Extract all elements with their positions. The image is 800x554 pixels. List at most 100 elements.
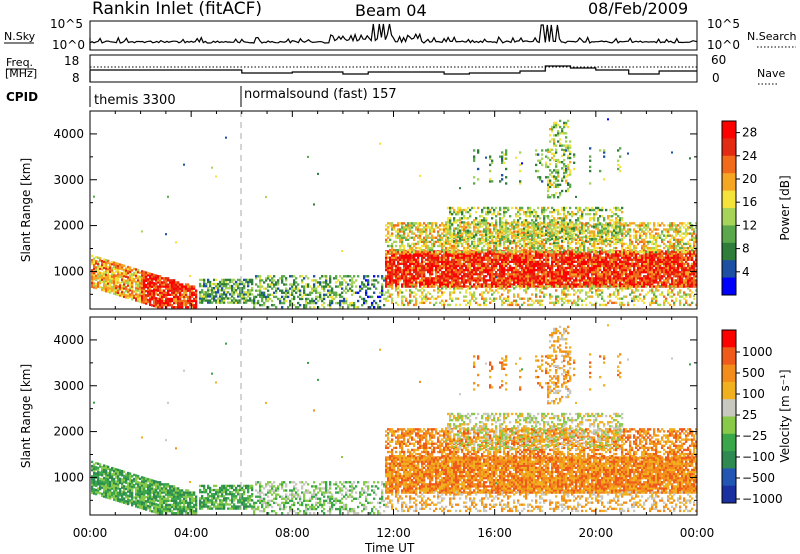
power-cell	[533, 301, 536, 305]
power-cell	[453, 219, 456, 222]
power-cell	[173, 281, 176, 284]
power-cell	[565, 179, 568, 182]
power-cell	[167, 299, 170, 303]
power-cell	[327, 285, 330, 288]
power-cell	[211, 282, 214, 286]
power-cell	[501, 223, 504, 226]
power-cell	[405, 297, 408, 300]
power-cell	[421, 266, 424, 270]
power-cell	[131, 287, 134, 291]
power-cell	[499, 212, 502, 216]
power-cell	[543, 264, 546, 268]
power-cell	[463, 215, 466, 218]
power-cell	[545, 208, 548, 212]
power-cell	[199, 301, 202, 304]
power-cell	[457, 262, 460, 266]
power-cell	[523, 289, 526, 292]
power-cell	[215, 287, 218, 290]
power-cell	[223, 297, 226, 300]
power-cell	[517, 230, 520, 233]
power-cell	[409, 248, 412, 252]
power-cell	[433, 279, 436, 282]
power-cell	[493, 258, 496, 261]
power-cell	[445, 231, 448, 234]
power-cell	[477, 283, 480, 286]
power-cell	[553, 175, 556, 178]
power-cell	[451, 291, 454, 294]
power-cell	[553, 158, 556, 162]
power-cell	[491, 273, 494, 276]
power-cell	[401, 254, 404, 257]
power-cell	[437, 234, 440, 237]
power-cell	[557, 183, 560, 187]
power-cell	[553, 250, 556, 253]
power-cell	[107, 282, 110, 285]
power-cell	[501, 270, 504, 274]
power-cell	[565, 221, 568, 224]
power-cell	[511, 221, 514, 224]
power-cell	[541, 262, 544, 266]
power-cell	[525, 281, 528, 284]
power-cell	[457, 268, 460, 272]
power-cell	[309, 285, 312, 288]
power-cell	[579, 285, 582, 288]
power-cell	[121, 284, 124, 287]
power-cell	[303, 277, 306, 280]
power-cell	[471, 275, 474, 278]
power-cell	[541, 283, 544, 286]
power-cell	[431, 234, 434, 237]
power-cell	[417, 262, 420, 266]
power-cell	[153, 288, 156, 291]
power-cell	[161, 303, 164, 307]
power-cell	[483, 297, 486, 300]
power-cell	[441, 246, 444, 250]
power-cell	[559, 119, 562, 123]
power-cell	[449, 293, 452, 296]
power-cell	[479, 225, 482, 228]
power-cell	[547, 264, 550, 268]
power-cell	[563, 262, 566, 266]
power-cell	[423, 301, 426, 305]
power-cell	[241, 287, 244, 290]
power-cell	[543, 279, 546, 282]
power-cell	[559, 212, 562, 216]
power-cell	[557, 140, 560, 143]
power-cell	[387, 226, 390, 229]
power-cell	[205, 299, 208, 302]
power-cell	[205, 291, 208, 294]
power-cell	[527, 221, 530, 224]
power-cell	[537, 169, 540, 173]
power-cell	[353, 306, 356, 309]
power-cell	[387, 285, 390, 288]
power-cell	[91, 260, 94, 264]
power-cell	[471, 295, 474, 298]
power-cell	[493, 254, 496, 257]
power-cell	[551, 283, 554, 286]
power-cell	[511, 277, 514, 280]
power-cell	[253, 297, 256, 301]
power-cell	[519, 208, 522, 212]
power-cell	[347, 283, 350, 286]
power-cell	[259, 293, 262, 297]
power-cell	[563, 219, 566, 222]
power-cell	[447, 262, 450, 266]
power-cell	[329, 277, 332, 280]
power-cell	[539, 221, 542, 224]
power-cell	[533, 246, 536, 250]
power-cell	[405, 252, 408, 255]
power-cell	[529, 264, 532, 268]
power-cell	[523, 210, 526, 214]
power-cell	[141, 301, 144, 304]
power-cell	[575, 279, 578, 282]
power-cell	[433, 236, 436, 239]
power-cell	[555, 246, 558, 250]
power-cell	[555, 233, 558, 236]
power-cell	[577, 262, 580, 266]
power-cell	[139, 296, 142, 299]
power-cell	[435, 264, 438, 268]
power-cell	[481, 210, 484, 214]
power-cell	[429, 226, 432, 229]
power-cell	[155, 274, 158, 277]
power-cell	[527, 240, 530, 244]
power-cell	[491, 231, 494, 234]
